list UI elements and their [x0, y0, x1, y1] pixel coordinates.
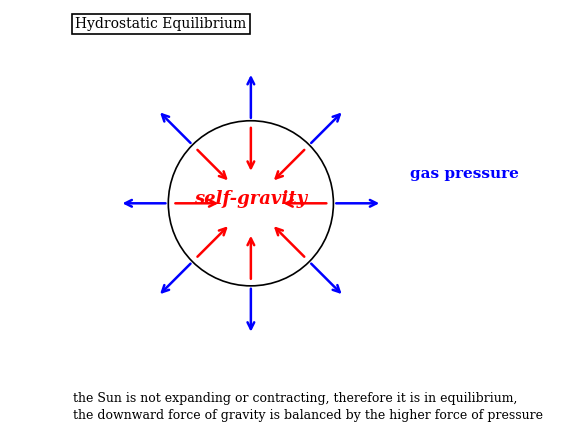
Text: the Sun is not expanding or contracting, therefore it is in equilibrium,
the dow: the Sun is not expanding or contracting,… [73, 392, 543, 422]
Text: self-gravity: self-gravity [194, 190, 307, 208]
Text: gas pressure: gas pressure [410, 167, 518, 181]
Text: Hydrostatic Equilibrium: Hydrostatic Equilibrium [75, 17, 246, 31]
